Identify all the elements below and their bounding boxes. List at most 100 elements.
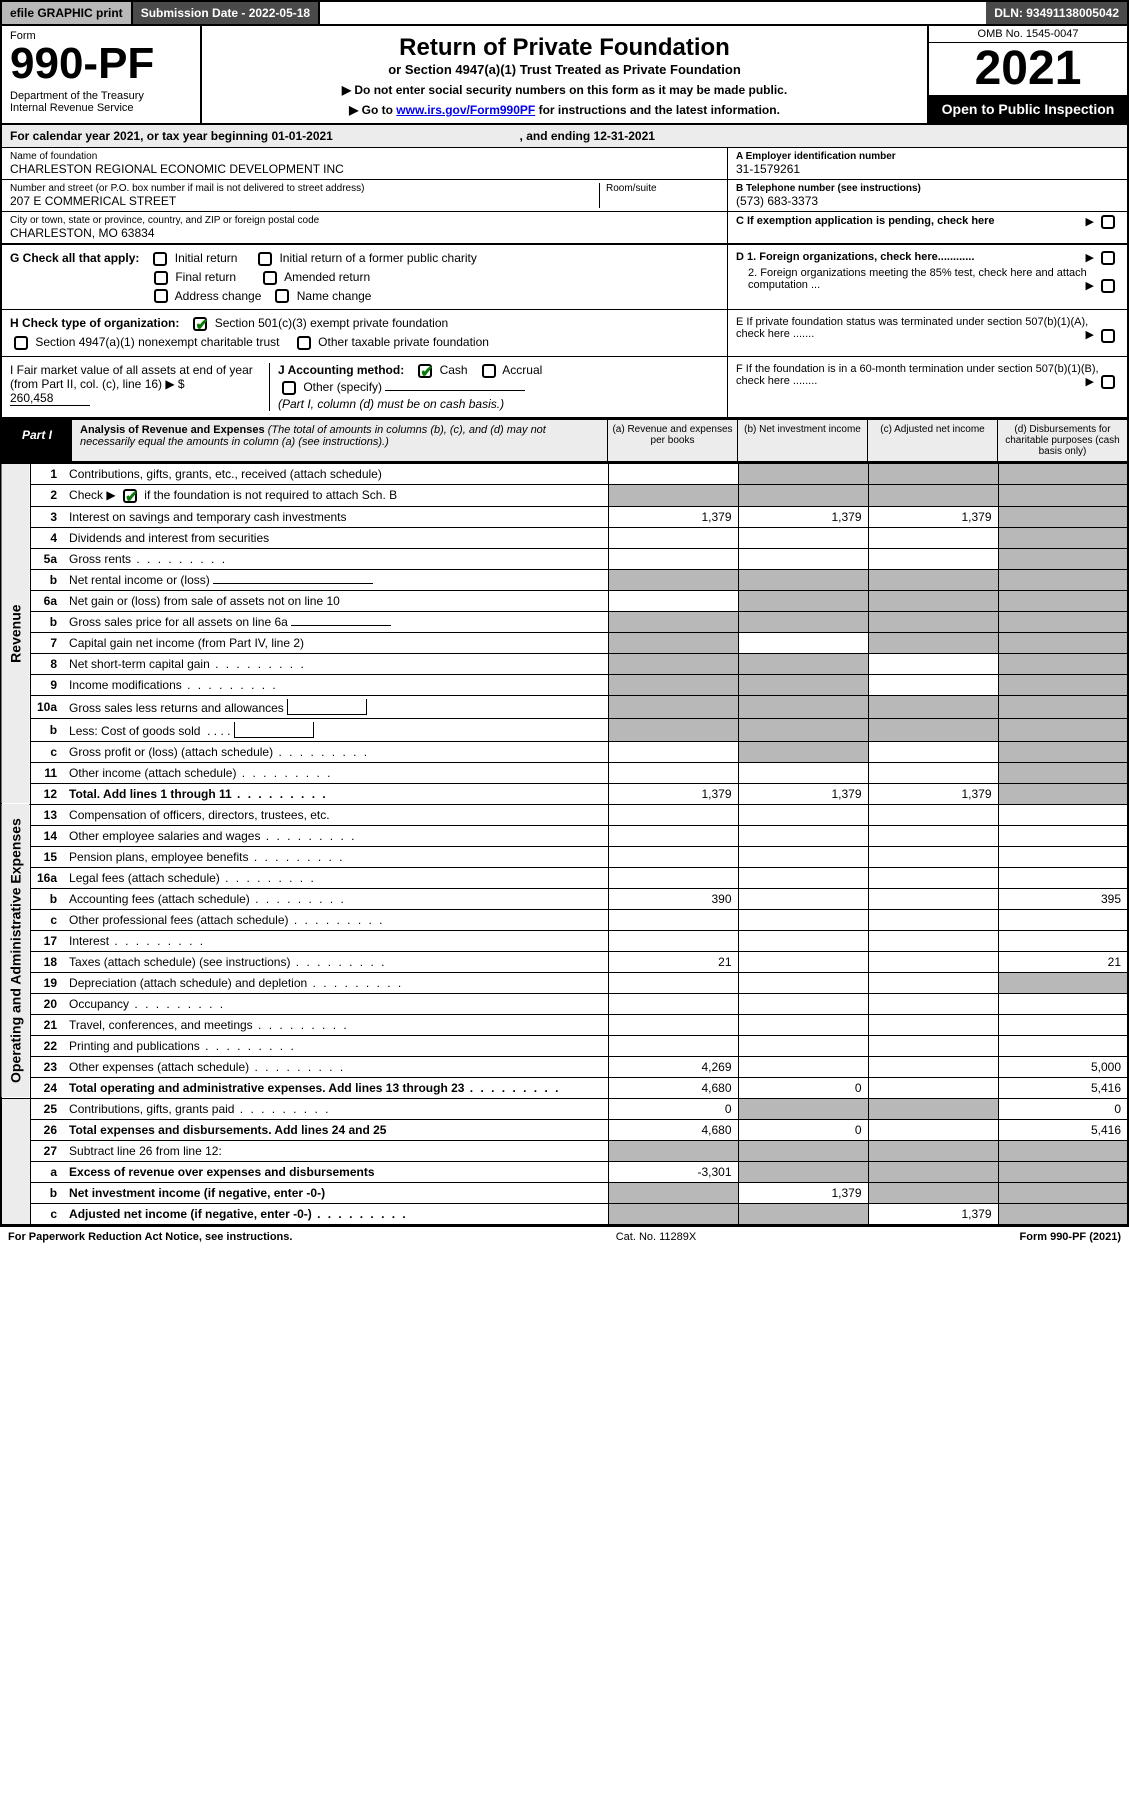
j-cash-checkbox[interactable] xyxy=(418,364,432,378)
row-desc: Gross sales price for all assets on line… xyxy=(63,611,608,632)
row-desc: Accounting fees (attach schedule) xyxy=(63,888,608,909)
row-num: 2 xyxy=(31,484,64,506)
cell-val: 1,379 xyxy=(738,1182,868,1203)
efile-label[interactable]: efile GRAPHIC print xyxy=(2,2,133,24)
row-desc: Interest xyxy=(63,930,608,951)
g-amended-checkbox[interactable] xyxy=(263,271,277,285)
table-row: 3 Interest on savings and temporary cash… xyxy=(1,506,1128,527)
e-checkbox[interactable] xyxy=(1101,329,1115,343)
cell-val: 5,416 xyxy=(998,1077,1128,1098)
row-desc: Adjusted net income (if negative, enter … xyxy=(63,1203,608,1225)
table-row: 6aNet gain or (loss) from sale of assets… xyxy=(1,590,1128,611)
row-desc: Contributions, gifts, grants paid xyxy=(63,1098,608,1119)
g-address-label: Address change xyxy=(175,289,262,303)
expenses-sidelabel: Operating and Administrative Expenses xyxy=(1,804,31,1098)
cell-val: 1,379 xyxy=(608,783,738,804)
row-num: 20 xyxy=(31,993,64,1014)
row-num: 24 xyxy=(31,1077,64,1098)
cell-val: 4,680 xyxy=(608,1077,738,1098)
table-row: 21Travel, conferences, and meetings xyxy=(1,1014,1128,1035)
j-note: (Part I, column (d) must be on cash basi… xyxy=(278,397,719,411)
e-label: E If private foundation status was termi… xyxy=(736,316,1088,340)
row-num: 18 xyxy=(31,951,64,972)
table-row: aExcess of revenue over expenses and dis… xyxy=(1,1161,1128,1182)
g-amended-label: Amended return xyxy=(284,270,370,284)
row-desc: Excess of revenue over expenses and disb… xyxy=(63,1161,608,1182)
cell-val: 390 xyxy=(608,888,738,909)
g-initial-checkbox[interactable] xyxy=(153,252,167,266)
row-desc: Capital gain net income (from Part IV, l… xyxy=(63,632,608,653)
omb-number: OMB No. 1545-0047 xyxy=(929,26,1127,43)
g-initial-former-checkbox[interactable] xyxy=(258,252,272,266)
g-address-checkbox[interactable] xyxy=(154,289,168,303)
g-initial-former-label: Initial return of a former public charit… xyxy=(279,251,476,265)
table-row: 8Net short-term capital gain xyxy=(1,653,1128,674)
row-num: 22 xyxy=(31,1035,64,1056)
h-other-checkbox[interactable] xyxy=(297,336,311,350)
table-row: 2 Check ▶ if the foundation is not requi… xyxy=(1,484,1128,506)
row-num: b xyxy=(31,1182,64,1203)
table-row: cOther professional fees (attach schedul… xyxy=(1,909,1128,930)
table-row: Operating and Administrative Expenses 13… xyxy=(1,804,1128,825)
row-desc: Check ▶ if the foundation is not require… xyxy=(63,484,608,506)
form-subtitle: or Section 4947(a)(1) Trust Treated as P… xyxy=(210,62,919,77)
row-desc: Net short-term capital gain xyxy=(63,653,608,674)
g-final-label: Final return xyxy=(175,270,236,284)
room-label: Room/suite xyxy=(606,183,719,194)
table-row: 20Occupancy xyxy=(1,993,1128,1014)
ein-value: 31-1579261 xyxy=(736,162,1119,176)
table-row: 11Other income (attach schedule) xyxy=(1,762,1128,783)
table-row: 22Printing and publications xyxy=(1,1035,1128,1056)
h-501c3-checkbox[interactable] xyxy=(193,317,207,331)
revenue-sidelabel: Revenue xyxy=(1,463,31,804)
col-c-header: (c) Adjusted net income xyxy=(867,420,997,461)
table-row: 14Other employee salaries and wages xyxy=(1,825,1128,846)
row-desc: Interest on savings and temporary cash i… xyxy=(63,506,608,527)
d1-checkbox[interactable] xyxy=(1101,251,1115,265)
row-num: 21 xyxy=(31,1014,64,1035)
check-row-he: H Check type of organization: Section 50… xyxy=(0,310,1129,357)
j-accrual-label: Accrual xyxy=(502,363,542,377)
calyear-pre: For calendar year 2021, or tax year begi… xyxy=(10,129,271,143)
g-name-checkbox[interactable] xyxy=(275,289,289,303)
g-label: G Check all that apply: xyxy=(10,251,139,265)
row-num: b xyxy=(31,718,64,741)
row-num: 5a xyxy=(31,548,64,569)
row-desc: Less: Cost of goods sold . . . . xyxy=(63,718,608,741)
row-num: 10a xyxy=(31,695,64,718)
cell-val: 0 xyxy=(738,1077,868,1098)
cell-val: 1,379 xyxy=(738,783,868,804)
j-cash-label: Cash xyxy=(440,363,468,377)
row-desc: Income modifications xyxy=(63,674,608,695)
identification-block: Name of foundation CHARLESTON REGIONAL E… xyxy=(0,147,1129,245)
row-desc: Legal fees (attach schedule) xyxy=(63,867,608,888)
f-checkbox[interactable] xyxy=(1101,375,1115,389)
row-desc: Total expenses and disbursements. Add li… xyxy=(63,1119,608,1140)
footer-left: For Paperwork Reduction Act Notice, see … xyxy=(8,1231,292,1243)
j-accrual-checkbox[interactable] xyxy=(482,364,496,378)
row-desc: Other professional fees (attach schedule… xyxy=(63,909,608,930)
irs-link[interactable]: www.irs.gov/Form990PF xyxy=(396,103,535,117)
table-row: bNet rental income or (loss) xyxy=(1,569,1128,590)
submission-date: Submission Date - 2022-05-18 xyxy=(133,2,320,24)
telephone-value: (573) 683-3373 xyxy=(736,194,1119,208)
row-desc: Compensation of officers, directors, tru… xyxy=(63,804,608,825)
h-4947-checkbox[interactable] xyxy=(14,336,28,350)
c-checkbox[interactable] xyxy=(1101,215,1115,229)
table-row: 15Pension plans, employee benefits xyxy=(1,846,1128,867)
telephone-label: B Telephone number (see instructions) xyxy=(736,183,1119,194)
row-num: 6a xyxy=(31,590,64,611)
table-row: 9Income modifications xyxy=(1,674,1128,695)
g-final-checkbox[interactable] xyxy=(154,271,168,285)
schb-checkbox[interactable] xyxy=(123,489,137,503)
row-num: 3 xyxy=(31,506,64,527)
d2-checkbox[interactable] xyxy=(1101,279,1115,293)
row-num: 25 xyxy=(31,1098,64,1119)
row-desc: Total. Add lines 1 through 11 xyxy=(63,783,608,804)
row-num: 19 xyxy=(31,972,64,993)
row-desc: Printing and publications xyxy=(63,1035,608,1056)
j-other-checkbox[interactable] xyxy=(282,381,296,395)
col-d-header: (d) Disbursements for charitable purpose… xyxy=(997,420,1127,461)
form-header: Form 990-PF Department of the Treasury I… xyxy=(0,26,1129,125)
row-num: 14 xyxy=(31,825,64,846)
